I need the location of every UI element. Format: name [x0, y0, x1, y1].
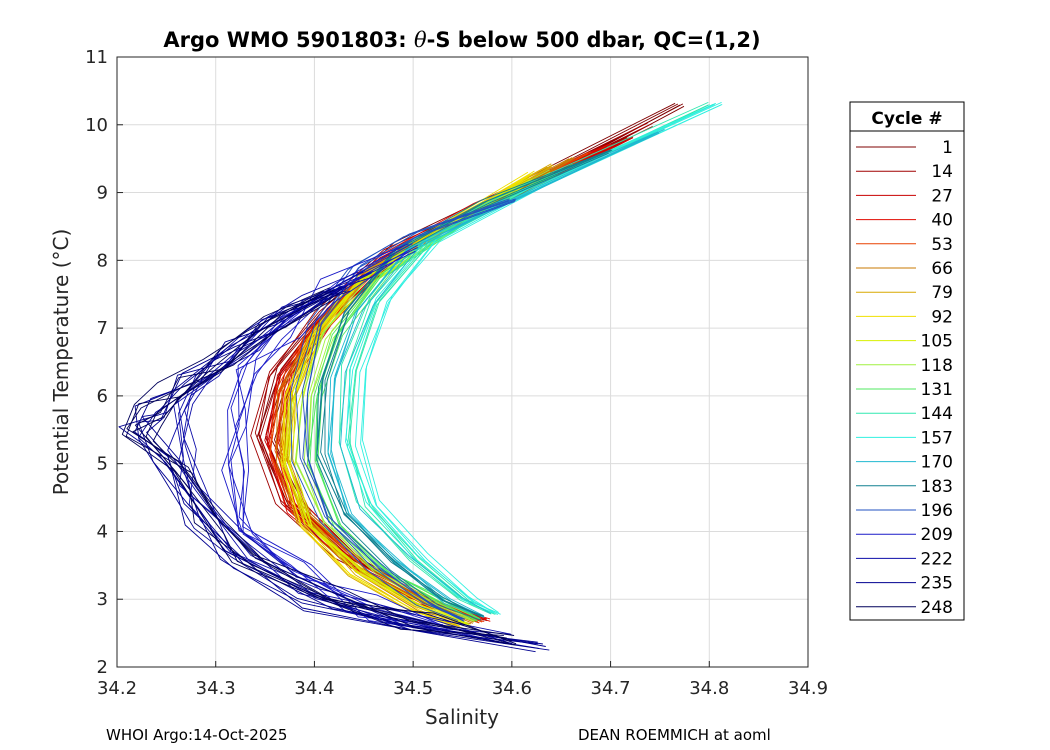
- series-248: [121, 287, 517, 646]
- x-tick-label: 34.4: [294, 678, 334, 699]
- legend-label-144: 144: [921, 404, 953, 424]
- series-group: [118, 101, 723, 653]
- series-line-144: [338, 101, 709, 613]
- y-tick-label: 3: [97, 589, 108, 610]
- series-line-235: [138, 285, 536, 653]
- legend-label-196: 196: [921, 501, 953, 521]
- series-line-196: [301, 198, 516, 620]
- y-tick-label: 5: [97, 454, 108, 475]
- series-line-248: [121, 290, 504, 636]
- series-line-157: [354, 104, 722, 615]
- y-tick-label: 9: [97, 183, 108, 204]
- y-tick-label: 2: [97, 657, 108, 678]
- legend-label-170: 170: [921, 453, 953, 473]
- legend-label-235: 235: [921, 574, 953, 594]
- legend-title: Cycle #: [871, 109, 942, 129]
- legend-label-92: 92: [931, 307, 953, 327]
- series-line-248: [134, 289, 512, 642]
- series-line-170: [340, 128, 665, 614]
- y-tick-label: 7: [97, 318, 108, 339]
- chart-title-theta: θ: [414, 28, 427, 52]
- x-axis-label: Salinity: [425, 705, 499, 729]
- series-line-183: [316, 149, 611, 617]
- series-line-170: [327, 131, 660, 618]
- x-tick-label: 34.3: [196, 678, 236, 699]
- x-tick-label: 34.5: [393, 678, 433, 699]
- chart-title-prefix: Argo WMO 5901803:: [163, 28, 414, 52]
- chart-title-suffix: -S below 500 dbar, QC=(1,2): [427, 28, 761, 52]
- y-tick-label: 10: [85, 115, 108, 136]
- series-line-157: [360, 103, 723, 615]
- y-tick-label: 6: [97, 386, 108, 407]
- legend-label-105: 105: [921, 332, 953, 352]
- legend-label-131: 131: [921, 380, 953, 400]
- legend-label-66: 66: [931, 259, 953, 279]
- axis-ticks: 34.2 34.3 34.4 34.5 34.6 34.7 34.8 34.9 2 3 4 5 6 7 8 9…: [85, 47, 828, 699]
- series-line-235: [118, 286, 550, 651]
- legend: Cycle # 1 14 27 40 53 66 79 92 105 118 131 144 157 17…: [849, 101, 965, 621]
- legend-label-118: 118: [921, 356, 953, 376]
- plot-area: [117, 57, 808, 667]
- series-line-248: [132, 287, 517, 645]
- chart-title: Argo WMO 5901803: θ-S below 500 dbar, QC…: [163, 28, 760, 52]
- x-tick-label: 34.8: [689, 678, 729, 699]
- legend-label-14: 14: [931, 162, 953, 182]
- x-tick-label: 34.9: [788, 678, 828, 699]
- series-line-105: [284, 179, 531, 625]
- legend-label-222: 222: [921, 549, 953, 569]
- y-tick-label: 8: [97, 250, 108, 271]
- series-line-235: [134, 285, 540, 649]
- series-line-170: [330, 132, 660, 618]
- legend-label-27: 27: [931, 186, 953, 206]
- footer-left: WHOI Argo:14-Oct-2025: [106, 726, 287, 744]
- legend-label-209: 209: [921, 525, 953, 545]
- series-line-222: [173, 272, 511, 635]
- x-tick-label: 34.2: [97, 678, 137, 699]
- x-tick-label: 34.7: [591, 678, 631, 699]
- series-line-196: [290, 199, 510, 621]
- series-line-183: [316, 152, 609, 621]
- legend-label-183: 183: [921, 477, 953, 497]
- legend-label-157: 157: [921, 428, 953, 448]
- series-line-248: [125, 288, 507, 639]
- legend-label-40: 40: [931, 211, 953, 231]
- y-axis-label: Potential Temperature (°C): [49, 229, 73, 496]
- series-line-131: [307, 165, 573, 621]
- footer-right: DEAN ROEMMICH at aoml: [578, 726, 771, 744]
- series-line-209: [234, 245, 450, 628]
- x-tick-label: 34.6: [492, 678, 532, 699]
- axes-box: [116, 56, 809, 668]
- legend-entries: 1 14 27 40 53 66 79 92 105 118 131 144 157 170 183 196 2…: [856, 138, 953, 618]
- y-tick-label: 11: [85, 47, 108, 68]
- legend-label-1: 1: [942, 138, 953, 158]
- legend-label-53: 53: [931, 235, 953, 255]
- legend-label-79: 79: [931, 283, 953, 303]
- legend-box: [849, 101, 965, 621]
- legend-label-248: 248: [921, 598, 953, 618]
- y-tick-label: 4: [97, 521, 108, 542]
